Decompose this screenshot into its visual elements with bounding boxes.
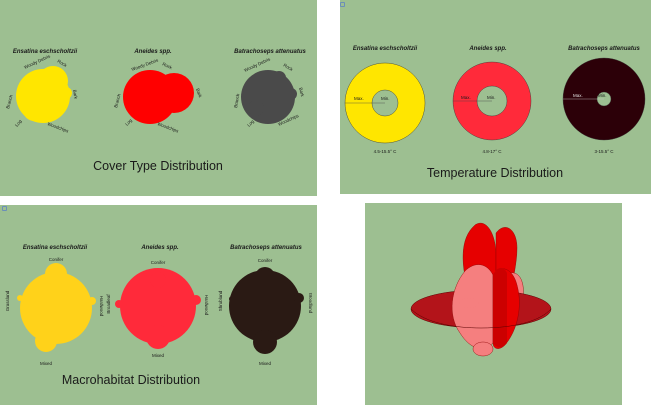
cover-label-woodchips-2: Woodchips: [157, 121, 180, 134]
species-label-batrachoseps: Batrachoseps attenuatus: [234, 49, 306, 55]
composite-figure: [410, 223, 552, 357]
batrachoseps-temperature-ring: Max. Min. 3-15.5° C: [562, 57, 646, 154]
macrohabitat-panel: Ensatina eschscholtzii Aneides spp. Batr…: [0, 205, 317, 405]
macro-label-conifer-2: Conifer: [151, 260, 166, 265]
macro-label-hardwood: Hardwood: [99, 296, 104, 317]
macro-label-broadleaf: Broadleaf: [106, 294, 111, 314]
species-label-aneides: Aneides spp.: [133, 49, 172, 55]
macro-label-grassland: Grassland: [5, 290, 10, 311]
macro-label-conifer: Conifer: [49, 257, 64, 262]
macro-label-mixed: Mixed: [40, 361, 53, 366]
macro-label-shrubland: Shrubland: [218, 290, 223, 311]
temperature-range-aneides: 4.8-17° C: [482, 149, 502, 154]
species-label-aneides: Aneides spp.: [140, 245, 179, 251]
cover-label-log-3: Log: [246, 119, 255, 128]
aneides-temperature-ring: Max. Min. 4.8-17° C: [452, 61, 532, 154]
batrachoseps-macrohabitat-blob: [229, 267, 304, 354]
temperature-panel: Ensatina eschscholtzii Aneides spp. Batr…: [340, 0, 651, 194]
ensatina-macrohabitat-blob: [17, 263, 96, 352]
ensatina-cover-blob: [16, 66, 72, 123]
temperature-figure: Ensatina eschscholtzii Aneides spp. Batr…: [344, 46, 646, 180]
macrohabitat-figure: Ensatina eschscholtzii Aneides spp. Batr…: [5, 245, 313, 387]
cover-label-branch-3: Branch: [233, 93, 240, 108]
cover-label-bark: Bark: [72, 89, 79, 100]
cover-type-panel: Ensatina eschscholtzii Aneides spp. Batr…: [0, 0, 317, 196]
min-label: Min.: [381, 96, 390, 101]
cover-type-figure: Ensatina eschscholtzii Aneides spp. Batr…: [5, 49, 306, 173]
species-label-ensatina: Ensatina eschscholtzii: [13, 49, 78, 55]
min-label: Min.: [598, 93, 607, 98]
min-label: Min.: [487, 95, 496, 100]
cover-label-log-2: Log: [124, 118, 133, 127]
species-label-ensatina: Ensatina eschscholtzii: [23, 245, 88, 251]
composite-figure-panel: [365, 203, 622, 405]
temperature-range-batrachoseps: 3-15.5° C: [594, 149, 614, 154]
aneides-macrohabitat-blob: [115, 268, 201, 349]
macro-label-mixed-2: Mixed: [152, 353, 165, 358]
cover-label-rock: Rock: [57, 59, 69, 69]
macro-label-conifer-3: Conifer: [258, 258, 273, 263]
max-label: Max.: [461, 95, 471, 100]
cover-label-branch: Branch: [5, 94, 14, 110]
corner-marker: [340, 2, 345, 7]
cover-label-woody-debris-2: Woody Debris: [131, 57, 160, 72]
composite-front-body: [451, 264, 520, 357]
composite-ring-edge: [410, 308, 552, 329]
macrohabitat-title: Macrohabitat Distribution: [62, 373, 200, 387]
cover-label-woodchips: Woodchips: [47, 121, 70, 134]
corner-marker: [2, 206, 7, 211]
species-label-ensatina: Ensatina eschscholtzii: [353, 46, 418, 52]
max-label: Max.: [573, 93, 583, 98]
species-label-batrachoseps: Batrachoseps attenuatus: [568, 46, 640, 52]
cover-label-bark-2: Bark: [195, 88, 203, 99]
macro-label-hardwood-2: Hardwood: [204, 295, 209, 316]
aneides-cover-blob: [123, 70, 194, 124]
macro-label-woodland: Woodland: [308, 293, 313, 314]
cover-label-rock-3: Rock: [283, 63, 295, 73]
species-label-aneides: Aneides spp.: [468, 46, 507, 52]
batrachoseps-cover-blob: [241, 70, 297, 124]
species-label-batrachoseps: Batrachoseps attenuatus: [230, 245, 302, 251]
cover-label-branch-2: Branch: [113, 93, 122, 109]
cover-type-title: Cover Type Distribution: [93, 159, 223, 173]
macro-label-mixed-3: Mixed: [259, 361, 272, 366]
temperature-title: Temperature Distribution: [427, 166, 563, 180]
cover-label-bark-3: Bark: [298, 87, 305, 98]
temperature-range-ensatina: 4.5-15.5° C: [374, 149, 398, 154]
cover-label-log: Log: [14, 118, 23, 127]
cover-label-rock-2: Rock: [162, 61, 174, 70]
ensatina-temperature-ring: Max. Min. 4.5-15.5° C: [344, 62, 426, 154]
max-label: Max.: [354, 96, 364, 101]
